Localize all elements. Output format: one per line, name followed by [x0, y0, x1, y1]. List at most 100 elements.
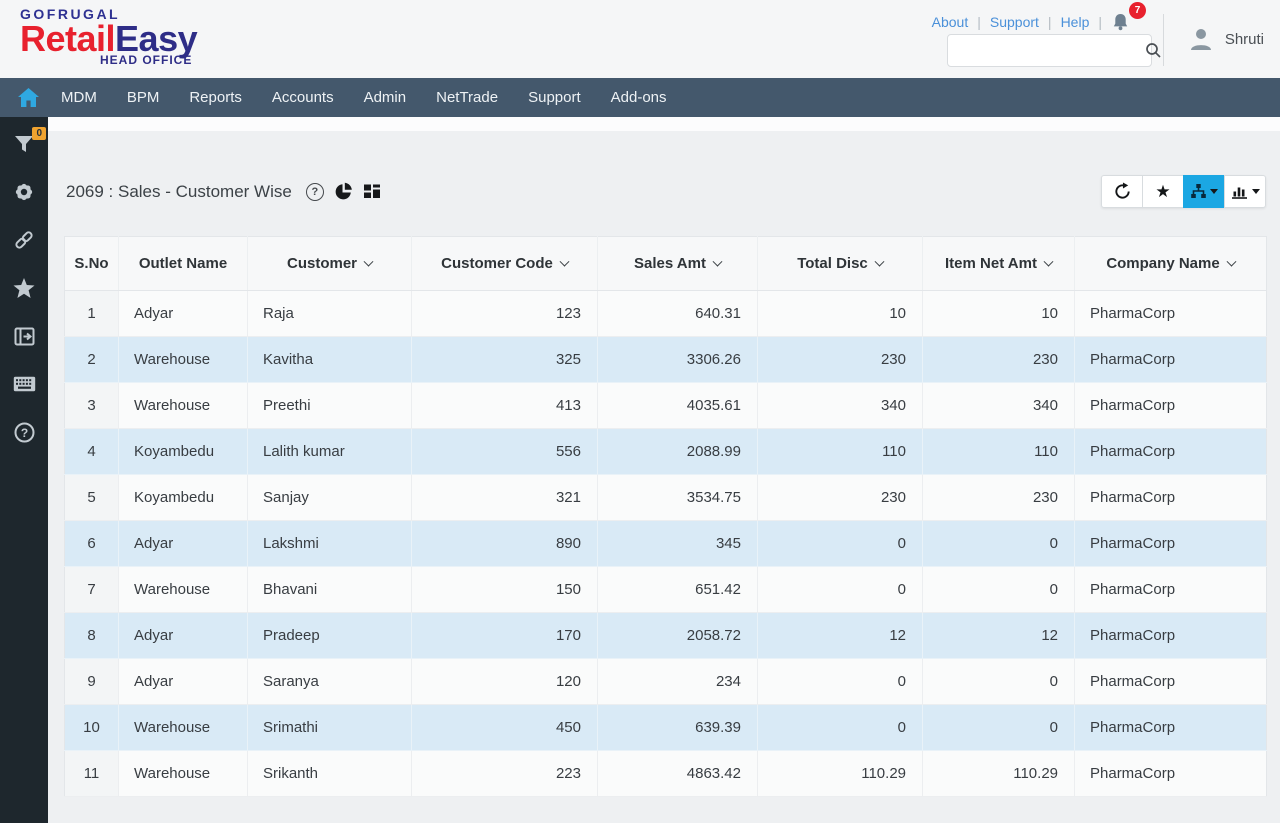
sort-chevron-icon	[874, 256, 885, 267]
filter-icon[interactable]: 0	[12, 127, 46, 155]
home-icon[interactable]	[18, 88, 39, 107]
header-link-support[interactable]: Support	[989, 14, 1039, 30]
cell-customer: Saranya	[247, 658, 412, 705]
cell-net: 110	[922, 428, 1075, 475]
star-icon[interactable]	[12, 277, 36, 299]
cell-customer: Raja	[247, 290, 412, 337]
table-row[interactable]: 9 Adyar Saranya 120 234 0 0 PharmaCorp	[64, 658, 1267, 705]
link-separator: |	[1047, 14, 1052, 30]
column-label: Total Disc	[797, 255, 868, 272]
sort-chevron-icon	[559, 256, 570, 267]
grid-view-icon[interactable]	[363, 183, 381, 200]
column-header-customer-code[interactable]: Customer Code	[411, 236, 598, 291]
column-label: Outlet Name	[138, 255, 228, 272]
sort-chevron-icon	[1043, 256, 1054, 267]
header-link-about[interactable]: About	[931, 14, 969, 30]
column-header-outlet-name: Outlet Name	[118, 236, 248, 291]
nav-item-bpm[interactable]: BPM	[126, 89, 160, 106]
table-row[interactable]: 1 Adyar Raja 123 640.31 10 10 PharmaCorp	[64, 290, 1267, 337]
nav-item-nettrade[interactable]: NetTrade	[436, 89, 499, 106]
top-header: GOFRUGAL RetailEasy HEAD OFFICE About | Su…	[0, 0, 1280, 78]
gear-icon[interactable]	[12, 181, 36, 203]
report-title-icons: ?	[305, 182, 381, 201]
avatar-icon	[1190, 29, 1211, 50]
header-link-help[interactable]: Help	[1060, 14, 1090, 30]
column-label: Customer	[286, 255, 357, 272]
cell-sales: 2058.72	[597, 612, 758, 659]
user-menu[interactable]: Shruti	[1186, 24, 1264, 54]
refresh-button[interactable]	[1101, 175, 1143, 208]
cell-code: 890	[411, 520, 598, 567]
bell-icon	[1113, 14, 1128, 31]
hierarchy-icon	[1191, 184, 1206, 198]
cell-disc: 0	[757, 566, 923, 613]
cell-sno: 9	[64, 658, 119, 705]
cell-net: 0	[922, 704, 1075, 751]
nav-item-accounts[interactable]: Accounts	[271, 89, 334, 106]
table-header-row: S.No Outlet Name Customer Customer Code Sale…	[64, 236, 1267, 291]
cell-outlet: Warehouse	[118, 566, 248, 613]
sort-chevron-icon	[712, 256, 723, 267]
nav-item-mdm[interactable]: MDM	[61, 89, 97, 106]
cell-disc: 340	[757, 382, 923, 429]
cell-sno: 5	[64, 474, 119, 521]
column-header-item-net-amt[interactable]: Item Net Amt	[922, 236, 1075, 291]
notification-bell[interactable]: 7	[1111, 2, 1146, 32]
cell-sno: 4	[64, 428, 119, 475]
cell-outlet: Adyar	[118, 612, 248, 659]
cell-disc: 12	[757, 612, 923, 659]
cell-company: PharmaCorp	[1074, 704, 1267, 751]
cell-customer: Pradeep	[247, 612, 412, 659]
cell-outlet: Koyambedu	[118, 428, 248, 475]
search-input[interactable]	[948, 35, 1145, 66]
cell-sno: 6	[64, 520, 119, 567]
table-row[interactable]: 5 Koyambedu Sanjay 321 3534.75 230 230 PharmaCo…	[64, 474, 1267, 521]
cell-outlet: Warehouse	[118, 336, 248, 383]
cell-customer: Bhavani	[247, 566, 412, 613]
export-window-icon[interactable]	[12, 325, 36, 347]
nav-items: MDM BPM Reports Accounts Admin NetTrade Suppor…	[61, 89, 667, 106]
notification-count-badge: 7	[1129, 2, 1146, 19]
cell-outlet: Adyar	[118, 658, 248, 705]
sort-chevron-icon	[363, 256, 374, 267]
favorite-button[interactable]: ★	[1142, 175, 1184, 208]
help-icon[interactable]: ?	[12, 421, 36, 443]
column-header-sales-amt[interactable]: Sales Amt	[597, 236, 758, 291]
table-row[interactable]: 7 Warehouse Bhavani 150 651.42 0 0 PharmaCorp	[64, 566, 1267, 613]
cell-sales: 234	[597, 658, 758, 705]
cell-company: PharmaCorp	[1074, 290, 1267, 337]
column-header-total-disc[interactable]: Total Disc	[757, 236, 923, 291]
table-row[interactable]: 4 Koyambedu Lalith kumar 556 2088.99 110 110 Ph…	[64, 428, 1267, 475]
keyboard-icon[interactable]	[12, 373, 36, 395]
chart-view-button[interactable]	[1224, 175, 1266, 208]
table-row[interactable]: 6 Adyar Lakshmi 890 345 0 0 PharmaCorp	[64, 520, 1267, 567]
nav-item-reports[interactable]: Reports	[189, 89, 242, 106]
table-row[interactable]: 8 Adyar Pradeep 170 2058.72 12 12 PharmaCorp	[64, 612, 1267, 659]
cell-company: PharmaCorp	[1074, 336, 1267, 383]
table-row[interactable]: 11 Warehouse Srikanth 223 4863.42 110.29 110.2…	[64, 750, 1267, 797]
hierarchy-view-button[interactable]	[1183, 175, 1225, 208]
star-icon: ★	[1155, 182, 1171, 201]
table-row[interactable]: 2 Warehouse Kavitha 325 3306.26 230 230 PharmaC…	[64, 336, 1267, 383]
nav-item-support[interactable]: Support	[528, 89, 581, 106]
brand-text: GOFRUGAL	[20, 6, 121, 22]
nav-item-add-ons[interactable]: Add-ons	[610, 89, 667, 106]
column-header-customer[interactable]: Customer	[247, 236, 412, 291]
nav-item-admin[interactable]: Admin	[363, 89, 407, 106]
table-row[interactable]: 10 Warehouse Srimathi 450 639.39 0 0 PharmaCorp	[64, 704, 1267, 751]
report-help-icon[interactable]: ?	[305, 182, 324, 201]
cell-disc: 0	[757, 520, 923, 567]
link-icon[interactable]	[12, 229, 36, 251]
search-icon[interactable]	[1145, 42, 1162, 59]
column-label: Item Net Amt	[945, 255, 1037, 272]
pie-chart-icon[interactable]	[334, 182, 353, 201]
svg-text:?: ?	[20, 425, 27, 439]
main-nav: MDM BPM Reports Accounts Admin NetTrade Suppor…	[0, 78, 1280, 117]
cell-code: 413	[411, 382, 598, 429]
cell-net: 12	[922, 612, 1075, 659]
cell-net: 0	[922, 658, 1075, 705]
cell-sno: 7	[64, 566, 119, 613]
column-header-company-name[interactable]: Company Name	[1074, 236, 1267, 291]
cell-customer: Srikanth	[247, 750, 412, 797]
table-row[interactable]: 3 Warehouse Preethi 413 4035.61 340 340 PharmaC…	[64, 382, 1267, 429]
